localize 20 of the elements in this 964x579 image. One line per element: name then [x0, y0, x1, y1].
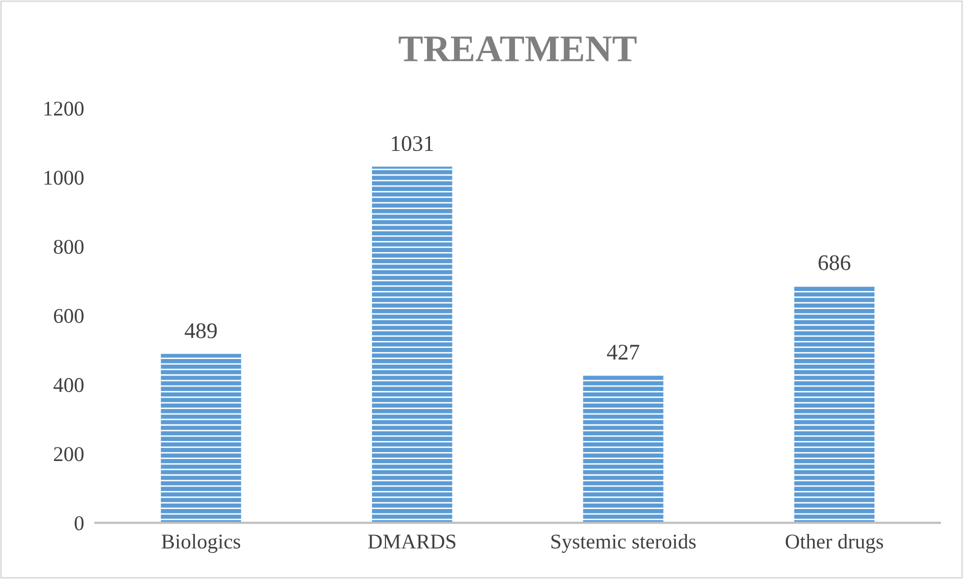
- bar: [160, 354, 242, 523]
- data-label: 427: [606, 344, 640, 360]
- y-tick-label: 0: [74, 516, 84, 530]
- bar: [372, 166, 452, 523]
- y-tick-label: 1000: [44, 170, 84, 185]
- x-tick-label: DMARDS: [368, 534, 456, 549]
- y-tick-label: 400: [53, 378, 84, 392]
- x-tick-label: Systemic steroids: [551, 534, 696, 553]
- data-label: 1031: [392, 136, 433, 152]
- bar: [794, 286, 874, 523]
- y-tick-label: 200: [54, 447, 84, 462]
- data-label: 686: [818, 255, 850, 270]
- y-tick-label: 800: [54, 240, 84, 254]
- x-tick-label: Other drugs: [786, 534, 884, 553]
- chart-title: TREATMENT: [398, 36, 637, 62]
- y-tick-label: 600: [54, 308, 84, 323]
- y-tick-label: 1200: [44, 102, 84, 116]
- bar: [583, 375, 664, 523]
- x-tick-label: Biologics: [162, 534, 240, 553]
- data-label: 489: [184, 323, 217, 338]
